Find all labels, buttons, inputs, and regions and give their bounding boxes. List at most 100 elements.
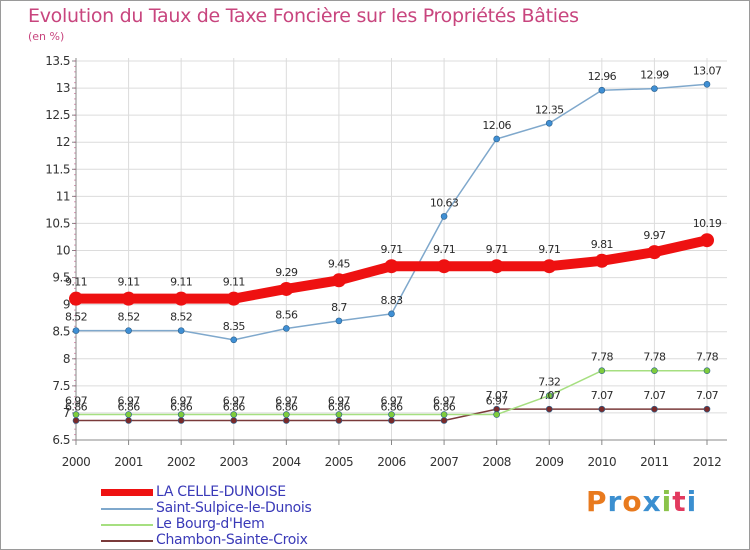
data-label: 6.86 (170, 401, 193, 414)
data-point (388, 310, 395, 318)
data-label: 6.86 (223, 401, 246, 414)
data-label: 12.96 (588, 70, 617, 83)
data-label: 9.11 (118, 276, 140, 289)
data-label: 9.71 (380, 243, 402, 256)
data-point (125, 417, 132, 424)
x-tick-label: 2010 (588, 455, 617, 469)
data-point (335, 411, 343, 418)
data-label: 6.86 (433, 401, 456, 414)
x-tick-label: 2004 (272, 455, 301, 469)
data-label: 7.07 (538, 389, 561, 402)
data-point (440, 417, 448, 424)
x-tick-label: 2009 (535, 455, 564, 469)
data-label: 6.86 (275, 401, 298, 414)
data-point (69, 291, 83, 306)
x-tick-label: 2001 (114, 455, 143, 469)
data-label: 6.97 (118, 395, 141, 408)
data-point (489, 259, 504, 274)
data-label: 9.97 (643, 229, 666, 242)
y-tick-label: 8 (63, 352, 70, 366)
legend-label: LA CELLE-DUNOISE (156, 484, 286, 500)
y-tick-label: 9.5 (52, 271, 70, 285)
data-point (651, 367, 658, 374)
data-label: 9.71 (538, 243, 560, 256)
data-point (174, 291, 189, 306)
brand-letter: x (642, 485, 662, 518)
x-tick-label: 2002 (167, 455, 196, 469)
data-label: 6.97 (275, 395, 298, 408)
data-label: 7.32 (538, 376, 560, 389)
data-label: 9.11 (223, 276, 245, 289)
data-label: 6.97 (223, 395, 246, 408)
data-point (279, 281, 294, 296)
data-label: 8.52 (118, 311, 140, 324)
data-label: 9.81 (591, 238, 613, 251)
data-point (493, 135, 500, 143)
data-point (651, 405, 658, 413)
data-label: 8.7 (331, 301, 347, 314)
x-tick-label: 2006 (377, 455, 406, 469)
data-point (331, 273, 346, 288)
chart-unit-label: (en %) (28, 30, 65, 43)
data-point (125, 327, 132, 334)
data-point (598, 367, 606, 374)
grid-lines (75, 58, 727, 441)
data-point (594, 253, 609, 268)
y-tick-label: 12 (56, 135, 70, 149)
brand-letter: r (607, 485, 623, 518)
data-label: 8.35 (223, 320, 246, 333)
data-point (283, 411, 290, 418)
legend-label: Le Bourg-d'Hem (156, 516, 265, 532)
legend-label: Saint-Sulpice-le-Dunois (156, 500, 312, 516)
x-tick-label: 2011 (640, 455, 669, 469)
legend-swatch (101, 540, 153, 542)
data-point (440, 213, 448, 220)
data-label: 6.86 (65, 401, 88, 414)
data-label: 7.07 (643, 389, 666, 402)
x-tick-label: 2000 (62, 455, 91, 469)
data-point (283, 417, 290, 424)
y-tick-label: 10.5 (45, 216, 70, 230)
y-tick-label: 7.5 (52, 379, 70, 393)
data-label: 9.71 (433, 243, 455, 256)
legend-swatch (101, 489, 153, 496)
data-point (388, 417, 395, 424)
data-label: 6.97 (65, 395, 88, 408)
y-tick-label: 13 (56, 81, 70, 95)
data-point (651, 85, 658, 92)
data-point (545, 405, 553, 413)
data-label: 8.52 (170, 311, 192, 324)
data-point (226, 291, 241, 306)
data-label: 6.97 (433, 395, 456, 408)
data-label: 10.63 (430, 196, 459, 209)
x-tick-label: 2007 (430, 455, 459, 469)
data-label: 8.83 (380, 294, 403, 307)
y-tick-label: 9 (63, 298, 70, 312)
data-labels: 9.11 9.11 9.11 9.11 9.29 9.45 9.71 9.71 9.71 9.71… (65, 64, 722, 413)
data-point (384, 259, 399, 274)
data-point (72, 411, 80, 418)
data-point (703, 367, 711, 374)
data-point (440, 411, 448, 418)
x-tick-label: 2005 (325, 455, 354, 469)
data-point (177, 411, 185, 418)
y-tick-label: 8.5 (52, 325, 70, 339)
brand-letter: i (661, 485, 673, 518)
brand-logo: Proxiti (586, 485, 697, 518)
brand-letter: o (622, 485, 643, 518)
data-point (437, 259, 452, 274)
data-label: 10.19 (693, 217, 722, 230)
data-label: 12.06 (482, 119, 511, 132)
brand-letter: P (586, 485, 608, 518)
data-label: 12.35 (535, 103, 564, 116)
data-point (700, 233, 714, 248)
data-point (598, 405, 606, 413)
data-point (230, 411, 238, 418)
data-point (647, 245, 662, 260)
x-tick-label: 2003 (219, 455, 248, 469)
data-point (388, 411, 395, 418)
data-point (230, 336, 238, 344)
legend-swatch (101, 524, 153, 526)
